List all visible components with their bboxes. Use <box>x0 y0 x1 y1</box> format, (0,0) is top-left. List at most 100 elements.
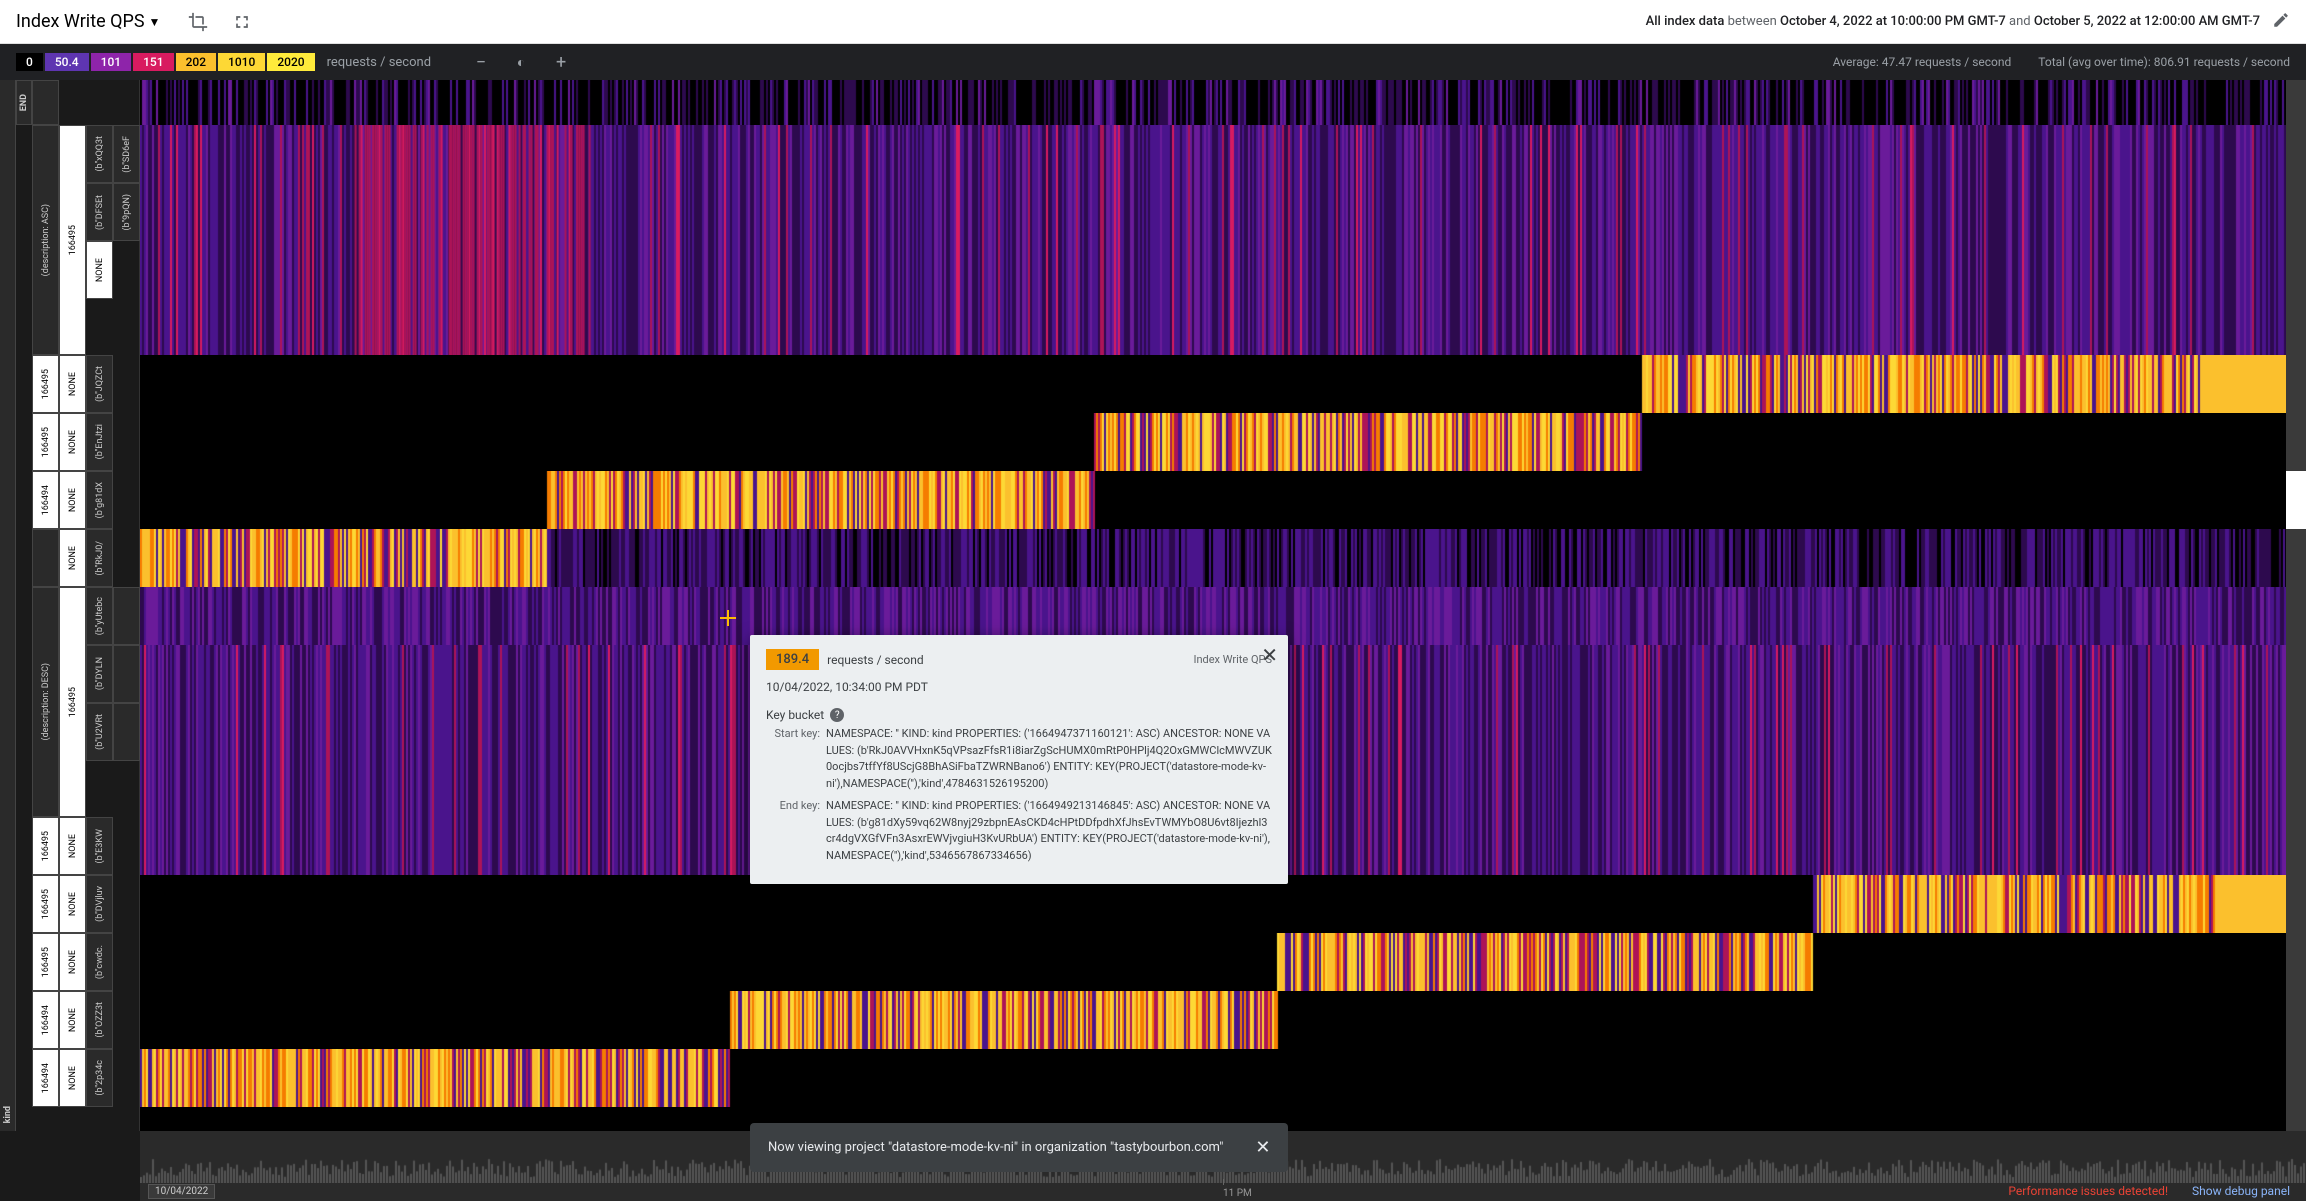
heatmap-row <box>140 529 2286 587</box>
tooltip-value-badge: 189.4 <box>766 649 819 670</box>
y-axis-sublabel[interactable]: (b''SD6eF <box>113 125 140 183</box>
y-axis-label[interactable]: NONE <box>59 817 86 875</box>
y-axis-sublabel[interactable]: (b''DYLN <box>86 645 113 703</box>
tooltip-close-button[interactable]: ✕ <box>1261 643 1278 667</box>
heatmap-row <box>140 1049 2286 1107</box>
tooltip-section-label: Key bucket <box>766 708 824 722</box>
notification-toast: Now viewing project "datastore-mode-kv-n… <box>750 1123 1288 1172</box>
y-axis-label[interactable]: (b''EnJtzi <box>86 413 113 471</box>
heatmap-row <box>140 80 2286 125</box>
heatmap-row <box>140 125 2286 355</box>
y-axis-label[interactable]: 166495 <box>32 933 59 991</box>
y-axis-label[interactable]: 166495 <box>32 413 59 471</box>
help-icon[interactable]: ? <box>830 708 844 722</box>
scroll-gutter[interactable] <box>2286 80 2306 1131</box>
y-axis-sublabel[interactable]: (b''9pQN) <box>113 183 140 241</box>
dropdown-arrow-icon: ▼ <box>149 15 161 29</box>
gutter-highlight <box>2286 471 2306 529</box>
y-axis-label[interactable]: (b''OZZ3t <box>86 991 113 1049</box>
scale-chip: 50.4 <box>45 53 89 71</box>
crop-icon[interactable] <box>188 12 208 32</box>
y-axis-label[interactable]: 166494 <box>32 991 59 1049</box>
edit-icon[interactable] <box>2272 11 2290 33</box>
y-axis-sublabel[interactable]: (b''U2VRt <box>86 703 113 761</box>
y-axis-label[interactable]: NONE <box>59 355 86 413</box>
root-axis-label: kind <box>3 1106 13 1123</box>
timeline-tick: 11 PM <box>1223 1188 1252 1199</box>
scale-chip: 202 <box>176 53 216 71</box>
y-axis-sublabel[interactable]: (b''yUtebc <box>86 587 113 645</box>
toast-close-button[interactable]: ✕ <box>1255 1137 1270 1158</box>
metric-title: Index Write QPS <box>16 11 145 32</box>
brightness-icon[interactable]: ◐ <box>511 54 531 71</box>
metric-selector[interactable]: Index Write QPS ▼ <box>16 11 160 32</box>
y-axis-label[interactable]: 166495 <box>59 587 86 817</box>
scale-chip: 151 <box>133 53 173 71</box>
tooltip-source: Index Write QPS <box>1193 653 1272 666</box>
end-key-value: NAMESPACE: '' KIND: kind PROPERTIES: ('1… <box>826 798 1272 864</box>
scale-chip: 101 <box>91 53 131 71</box>
y-axis-label[interactable]: NONE <box>59 413 86 471</box>
top-bar: Index Write QPS ▼ All index data between… <box>0 0 2306 44</box>
debug-panel-link[interactable]: Show debug panel <box>2192 1184 2290 1198</box>
stats: Average: 47.47 requests / second Total (… <box>1809 55 2290 69</box>
heatmap-row <box>140 413 2286 471</box>
y-axis-label[interactable]: (b''DVjluv <box>86 875 113 933</box>
heatmap[interactable] <box>140 80 2306 1131</box>
start-key-value: NAMESPACE: '' KIND: kind PROPERTIES: ('1… <box>826 726 1272 792</box>
end-axis-label: END <box>19 94 29 111</box>
tooltip-unit: requests / second <box>827 653 923 667</box>
y-axis-label[interactable]: NONE <box>59 529 86 587</box>
y-axis-sublabel[interactable]: (b''DFSEt <box>86 183 113 241</box>
y-axis-label[interactable]: (description: DESC) <box>32 587 59 817</box>
y-axis-label[interactable]: (b''cwdc. <box>86 933 113 991</box>
y-axis-label[interactable]: (b''g81dX <box>86 471 113 529</box>
y-axis-sublabel[interactable] <box>113 645 140 703</box>
y-axis-sublabel[interactable] <box>113 703 140 761</box>
y-axis-label[interactable]: 166494 <box>32 1049 59 1107</box>
date-range: All index data between October 4, 2022 a… <box>1646 14 2260 29</box>
timeline-date-label: 10/04/2022 <box>148 1184 215 1199</box>
scale-chip: 1010 <box>218 53 265 71</box>
y-axis-sublabel[interactable]: (b''xQQ3t <box>86 125 113 183</box>
y-axis-label[interactable]: 166495 <box>32 817 59 875</box>
zoom-out-button[interactable]: − <box>471 52 491 73</box>
heatmap-row <box>140 355 2286 413</box>
y-axis: kind END (description: ASC)166495(b''xQQ… <box>0 80 140 1131</box>
perf-issues-link[interactable]: Performance issues detected! <box>2008 1184 2168 1198</box>
visualization-area: kind END (description: ASC)166495(b''xQQ… <box>0 80 2306 1131</box>
tooltip-timestamp: 10/04/2022, 10:34:00 PM PDT <box>766 680 1272 694</box>
y-axis-label[interactable]: (b''RkJ0/ <box>86 529 113 587</box>
y-axis-label[interactable]: 166495 <box>59 125 86 355</box>
heatmap-row <box>140 471 2286 529</box>
y-axis-label[interactable]: (b''2p34c <box>86 1049 113 1107</box>
y-axis-label[interactable] <box>32 529 59 587</box>
y-axis-label[interactable]: 166494 <box>32 471 59 529</box>
footer-links: Performance issues detected! Show debug … <box>2008 1184 2290 1198</box>
tooltip: ✕ 189.4 requests / second Index Write QP… <box>750 635 1288 884</box>
y-axis-label[interactable]: 166495 <box>32 355 59 413</box>
fullscreen-icon[interactable] <box>232 12 252 32</box>
legend-unit: requests / second <box>327 55 431 70</box>
scale-chip: 2020 <box>267 53 314 71</box>
end-key-label: End key: <box>766 798 820 864</box>
total-stat: Total (avg over time): 806.91 requests /… <box>2038 55 2290 69</box>
toolbar <box>188 12 252 32</box>
y-axis-label[interactable] <box>32 80 59 125</box>
y-axis-sublabel[interactable] <box>113 587 140 645</box>
scale-chip: 0 <box>16 53 43 71</box>
y-axis-sublabel[interactable]: NONE <box>86 241 113 299</box>
zoom-in-button[interactable]: + <box>551 52 571 73</box>
y-axis-label[interactable]: (b''E3KW <box>86 817 113 875</box>
y-axis-label[interactable]: NONE <box>59 933 86 991</box>
y-axis-label[interactable]: NONE <box>59 875 86 933</box>
y-axis-label[interactable]: 166495 <box>32 875 59 933</box>
y-axis-label[interactable]: (b''JQZCt <box>86 355 113 413</box>
y-axis-label[interactable]: NONE <box>59 1049 86 1107</box>
y-axis-label[interactable]: NONE <box>59 991 86 1049</box>
zoom-controls: − ◐ + <box>471 52 571 73</box>
y-axis-label[interactable]: NONE <box>59 471 86 529</box>
start-key-label: Start key: <box>766 726 820 792</box>
legend-bar: 050.410115120210102020 requests / second… <box>0 44 2306 80</box>
y-axis-label[interactable]: (description: ASC) <box>32 125 59 355</box>
